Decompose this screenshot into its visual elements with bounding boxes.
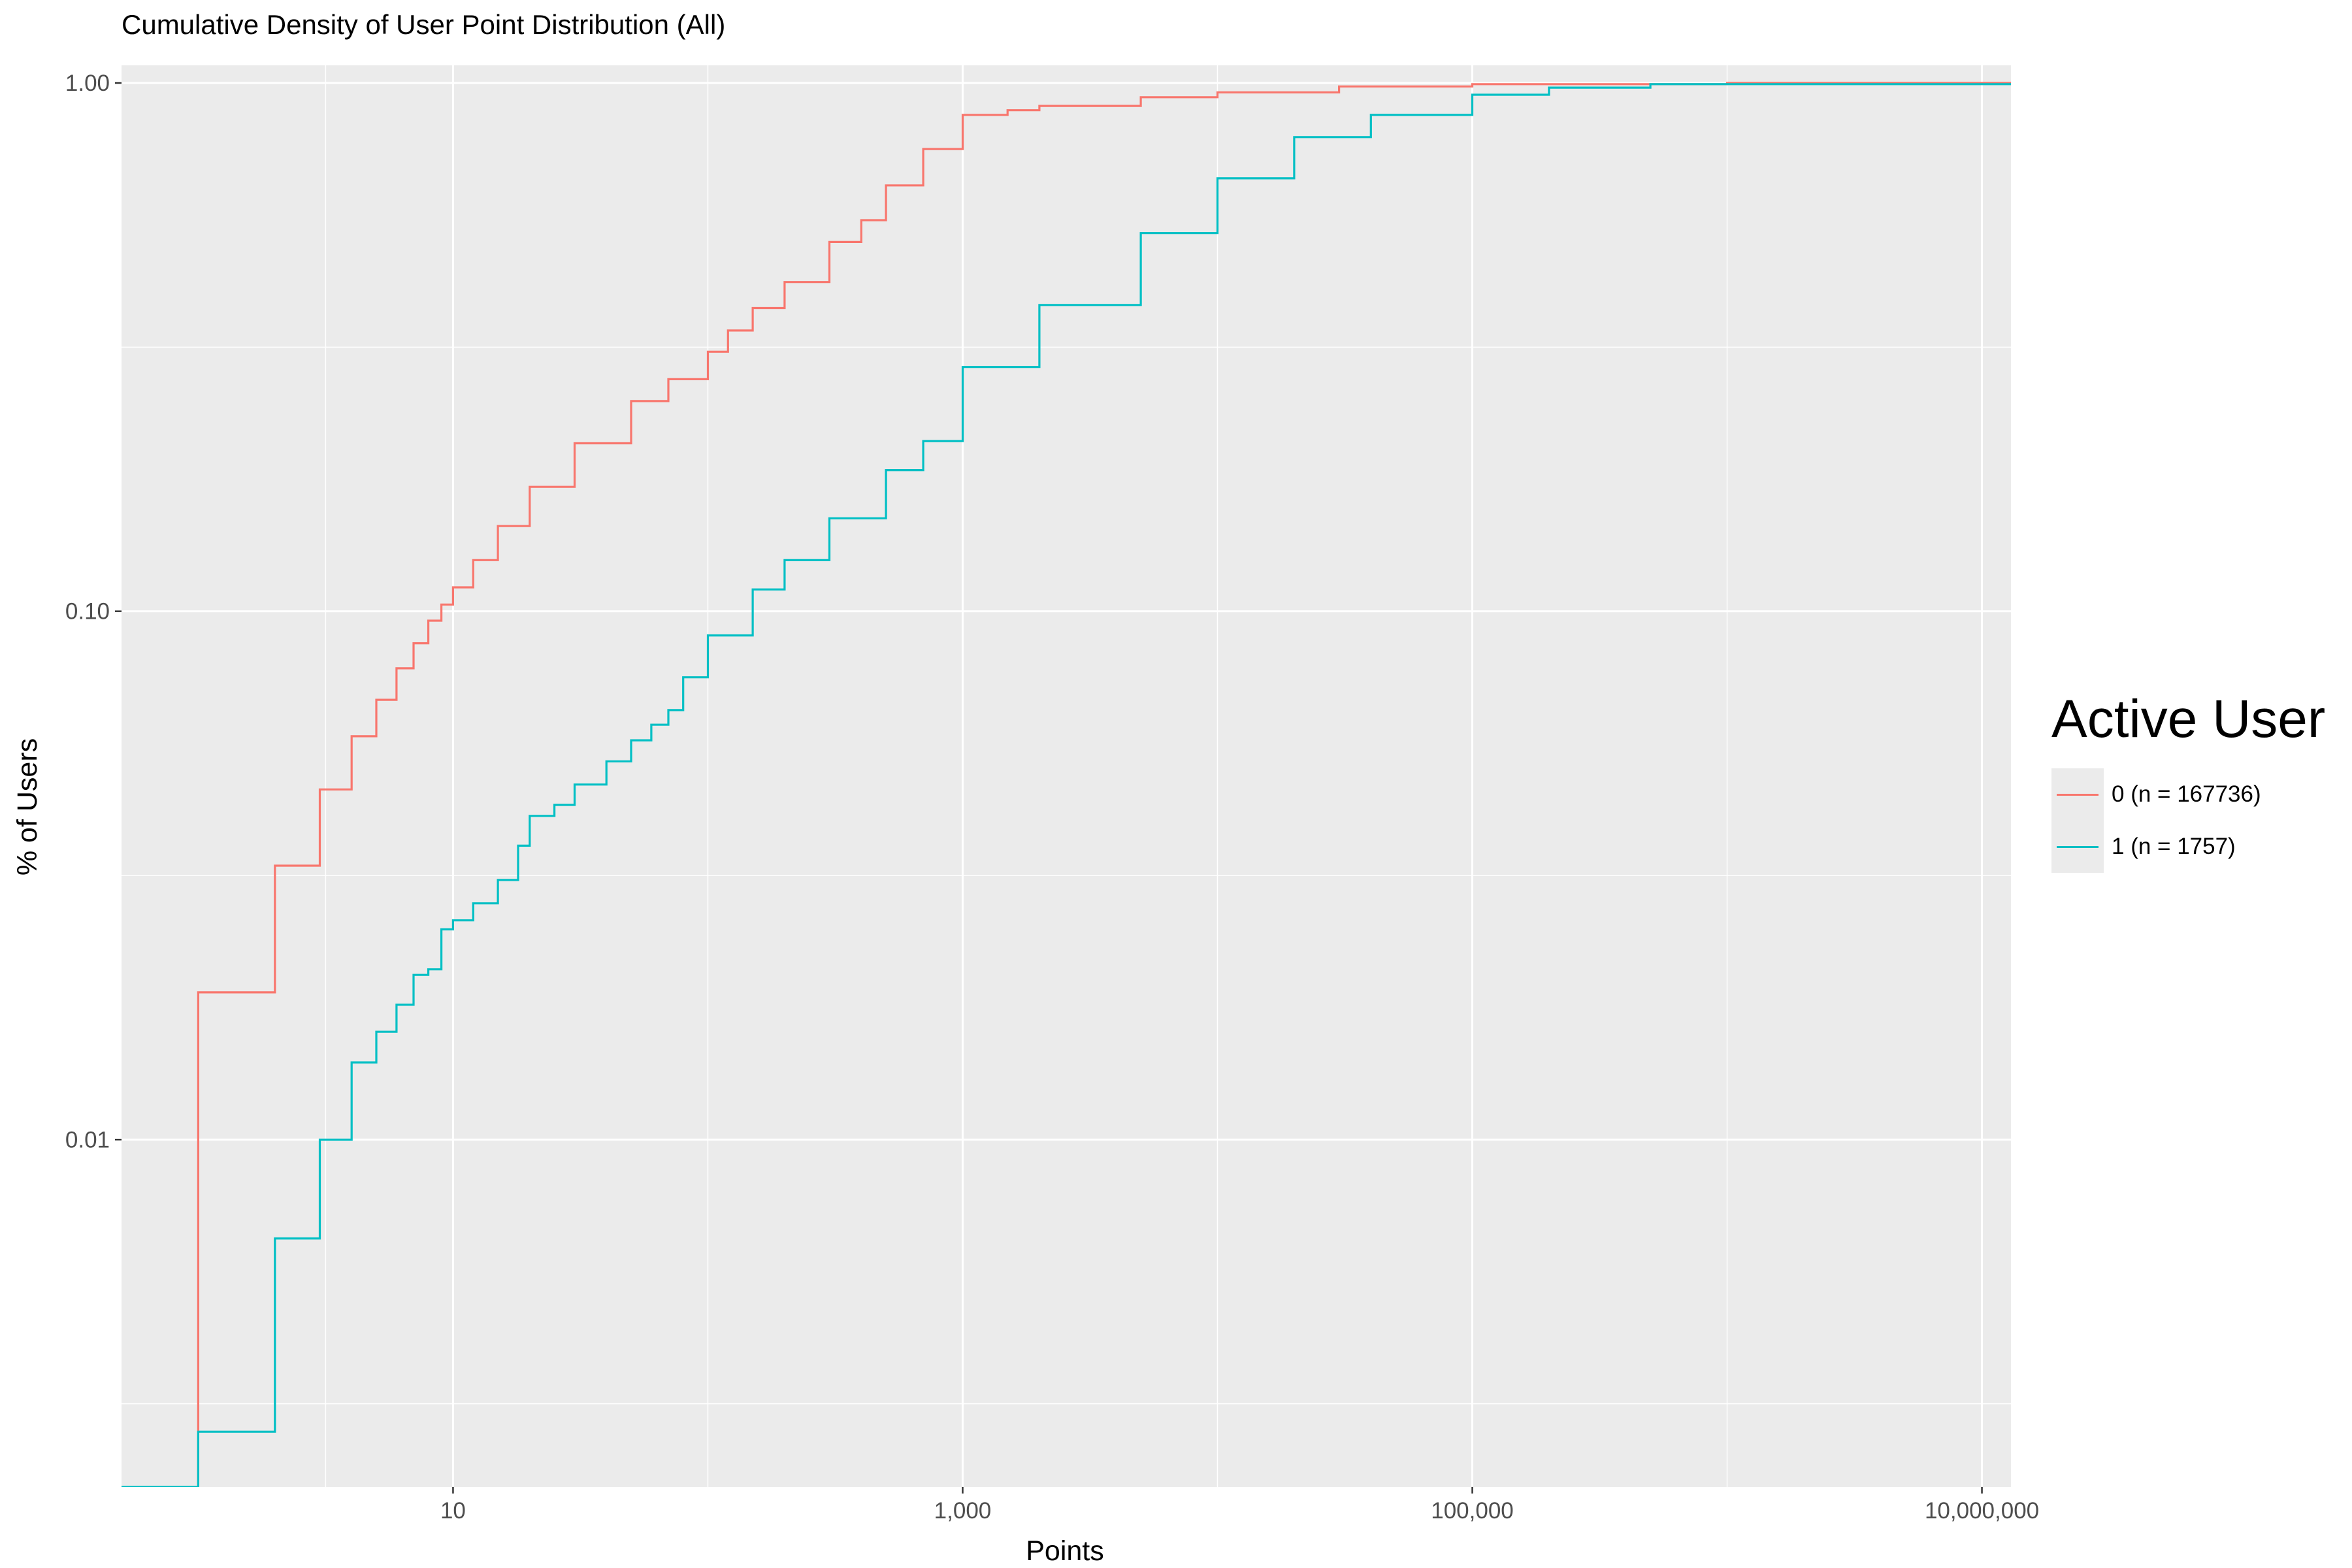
y-tick-label: 1.00 bbox=[65, 71, 110, 96]
x-tick-label: 10 bbox=[440, 1498, 466, 1524]
x-axis-title: Points bbox=[1026, 1535, 1104, 1567]
legend-item-1: 1 (n = 1757) bbox=[2051, 821, 2325, 873]
y-tick-label: 0.10 bbox=[65, 599, 110, 625]
x-tick-label: 100,000 bbox=[1431, 1498, 1514, 1524]
series-line-0 bbox=[197, 82, 2011, 1487]
x-tick-label: 10,000,000 bbox=[1925, 1498, 2039, 1524]
legend-key-0 bbox=[2051, 768, 2104, 821]
y-tick-label: 0.01 bbox=[65, 1127, 110, 1152]
plot-panel bbox=[122, 65, 2011, 1487]
chart-title: Cumulative Density of User Point Distrib… bbox=[122, 9, 726, 40]
legend-title: Active User bbox=[2051, 689, 2326, 749]
legend-label-1: 1 (n = 1757) bbox=[2112, 834, 2236, 859]
series-line-1 bbox=[122, 83, 2011, 1487]
legend-label-0: 0 (n = 167736) bbox=[2112, 781, 2261, 807]
legend-item-0: 0 (n = 167736) bbox=[2051, 768, 2325, 821]
x-tick-label: 1,000 bbox=[934, 1498, 992, 1524]
legend-key-1 bbox=[2051, 821, 2104, 873]
legend: Active User 0 (n = 167736) 1 (n = 1757) bbox=[2051, 693, 2325, 873]
y-axis-title: % of Users bbox=[12, 738, 43, 875]
